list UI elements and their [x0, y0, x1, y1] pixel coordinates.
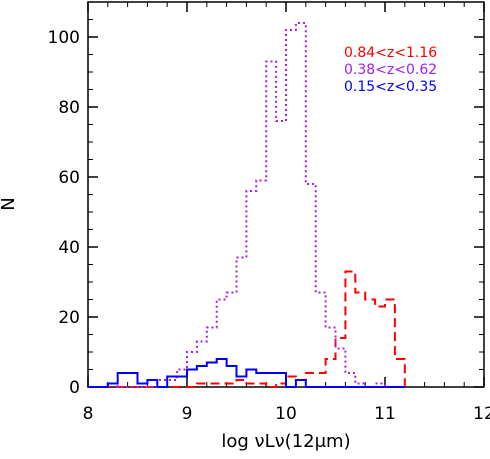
y-tick-label: 20: [58, 308, 80, 328]
histogram-series: [88, 22, 405, 388]
y-axis-label: N: [0, 197, 19, 210]
legend-entry: 0.84<z<1.16: [344, 45, 437, 61]
y-tick-label: 100: [48, 28, 80, 48]
series-layer: [88, 22, 406, 388]
x-tick-label: 11: [374, 404, 396, 424]
y-tick-label: 40: [58, 238, 80, 258]
y-tick-label: 80: [58, 98, 80, 118]
x-tick-label: 10: [275, 404, 297, 424]
x-tick-label: 9: [182, 404, 193, 424]
axis-ticks: [87, 1, 485, 388]
histogram-series: [88, 358, 405, 388]
y-tick-label: 0: [69, 378, 80, 398]
x-tick-label: 8: [83, 404, 94, 424]
legend: 0.84<z<1.160.38<z<0.620.15<z<0.35: [344, 45, 437, 95]
tick-labels: 8 9 10 11 12 0 20 40 60 80 100: [48, 28, 490, 424]
legend-entry: 0.38<z<0.62: [344, 62, 437, 78]
histogram-series: [88, 270, 406, 388]
y-tick-label: 60: [58, 168, 80, 188]
legend-entry: 0.15<z<0.35: [344, 79, 437, 95]
x-tick-label: 12: [473, 404, 490, 424]
x-axis-label: log νLν(12μm): [221, 431, 350, 452]
